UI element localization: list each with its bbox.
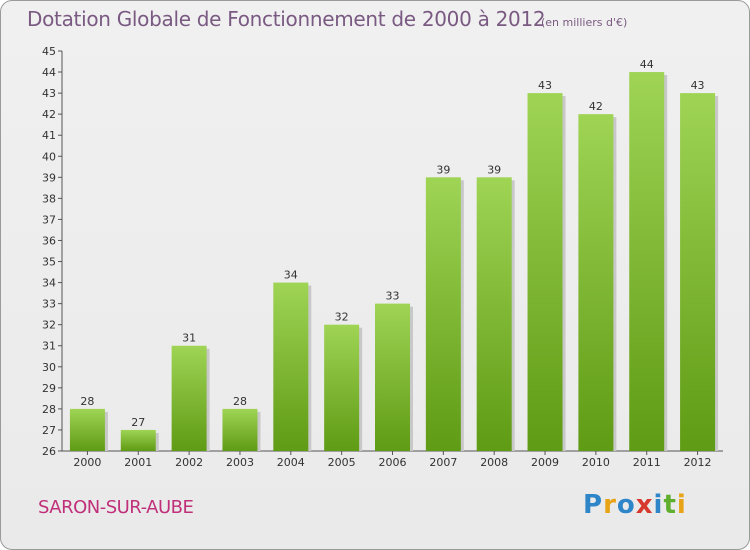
bar [629, 72, 665, 451]
y-tick-label: 28 [42, 403, 56, 416]
bar [222, 408, 258, 451]
y-tick-label: 30 [42, 361, 56, 374]
x-tick-label: 2007 [429, 456, 457, 469]
bar-value-label: 39 [436, 163, 450, 176]
y-tick-label: 45 [42, 45, 56, 58]
bar [476, 177, 512, 451]
bar-value-label: 34 [284, 269, 298, 282]
x-tick-label: 2010 [582, 456, 610, 469]
y-tick-label: 26 [42, 445, 56, 458]
y-tick-label: 41 [42, 129, 56, 142]
y-tick-label: 34 [42, 277, 56, 290]
bar [69, 408, 105, 451]
x-tick-label: 2012 [684, 456, 712, 469]
bar-value-label: 28 [233, 395, 247, 408]
bar-value-label: 28 [80, 395, 94, 408]
x-tick-label: 2000 [73, 456, 101, 469]
bar [527, 93, 563, 452]
bar [273, 282, 309, 451]
bar [375, 303, 410, 451]
y-tick-label: 44 [42, 66, 56, 79]
bar [171, 345, 207, 451]
y-tick-label: 33 [42, 298, 56, 311]
bar-value-label: 43 [691, 79, 705, 92]
y-tick-label: 31 [42, 340, 56, 353]
y-tick-label: 32 [42, 319, 56, 332]
y-tick-label: 38 [42, 192, 56, 205]
commune-name: SARON-SUR-AUBE [38, 497, 194, 518]
bar [120, 429, 156, 451]
proxiti-logo: Proxiti [583, 490, 687, 520]
x-tick-label: 2003 [226, 456, 254, 469]
x-tick-label: 2006 [379, 456, 407, 469]
bar-value-label: 27 [131, 416, 145, 429]
x-tick-label: 2005 [328, 456, 356, 469]
x-tick-label: 2011 [633, 456, 661, 469]
bar [578, 114, 614, 451]
y-tick-label: 43 [42, 87, 56, 100]
y-tick-label: 27 [42, 424, 56, 437]
x-tick-label: 2009 [531, 456, 559, 469]
chart-title: Dotation Globale de Fonctionnement de 20… [27, 7, 546, 31]
y-tick-label: 29 [42, 382, 56, 395]
x-tick-label: 2004 [277, 456, 305, 469]
y-tick-label: 39 [42, 171, 56, 184]
x-tick-label: 2002 [175, 456, 203, 469]
bar-value-label: 39 [487, 163, 501, 176]
y-tick-label: 35 [42, 256, 56, 269]
chart-unit: (en milliers d'€) [541, 16, 628, 29]
bar [425, 177, 461, 451]
y-tick-label: 40 [42, 150, 56, 163]
x-tick-label: 2001 [124, 456, 152, 469]
bar [680, 93, 716, 452]
bar-value-label: 42 [589, 100, 603, 113]
bar-value-label: 43 [538, 79, 552, 92]
bar-value-label: 44 [640, 58, 654, 71]
y-tick-label: 36 [42, 234, 56, 247]
bar-value-label: 33 [386, 290, 400, 303]
y-tick-label: 37 [42, 213, 56, 226]
bar-value-label: 32 [335, 311, 349, 324]
bar [324, 324, 360, 451]
bar-value-label: 31 [182, 332, 196, 345]
x-tick-label: 2008 [480, 456, 508, 469]
y-tick-label: 42 [42, 108, 56, 121]
